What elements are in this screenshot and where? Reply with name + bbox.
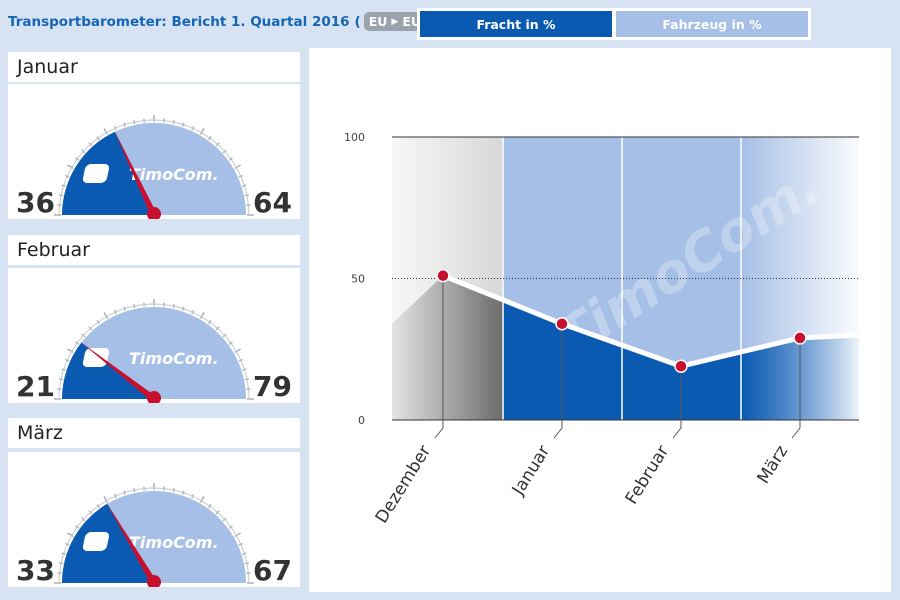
gauge-vehicle-value: 64 — [253, 186, 292, 219]
gauge-panel-januar: TimoCom. 36 64 — [8, 84, 300, 219]
gauge-januar: TimoCom. 36 64 — [16, 115, 292, 219]
gauge-needle-hub — [147, 391, 161, 403]
logo-mark-icon — [82, 532, 110, 551]
route-badge: EU ▶ EU — [363, 12, 427, 31]
logo-text: TimoCom. — [129, 533, 219, 552]
chart-area-previous — [392, 275, 503, 420]
category-leader-line — [553, 323, 563, 439]
month-label-februar: Februar — [8, 235, 300, 265]
logo-mark-icon — [82, 348, 110, 367]
gauge-maerz: TimoCom. 33 67 — [16, 483, 292, 587]
category-label: Februar — [622, 442, 674, 508]
y-tick-label: 50 — [351, 273, 365, 286]
gauge-februar: TimoCom. 21 79 — [16, 299, 292, 403]
gauge-vehicle-value: 79 — [253, 370, 292, 403]
data-point — [555, 317, 569, 331]
category-leader-line — [791, 337, 801, 439]
timocom-logo: TimoCom. — [82, 532, 219, 552]
gauge-tick — [199, 312, 205, 319]
gauge-rim — [58, 487, 250, 584]
gauge-tick — [67, 348, 74, 354]
category-label: Dezember — [372, 442, 435, 527]
gauge-freight-segment — [62, 503, 154, 583]
gauge-tick — [67, 164, 74, 170]
tab-fahrzeug[interactable]: Fahrzeug in % — [616, 11, 808, 37]
timocom-logo: TimoCom. — [82, 348, 219, 368]
gauge-panel-maerz: TimoCom. 33 67 — [8, 452, 300, 587]
gauge-vehicle-segment — [114, 123, 246, 215]
play-arrow-icon: ▶ — [391, 16, 399, 27]
title-text: Transportbarometer: Bericht 1. Quartal 2… — [8, 13, 350, 30]
gauge-tick — [67, 532, 74, 538]
gauge-tick — [234, 532, 241, 538]
y-tick-label: 0 — [358, 414, 365, 427]
gauge-tick — [103, 128, 109, 135]
gauge-needle — [113, 129, 157, 217]
gauge-needle-hub — [147, 207, 161, 219]
tab-bar: Fracht in % Fahrzeug in % — [417, 8, 811, 40]
category-label: März — [754, 442, 793, 487]
category-label: Januar — [508, 442, 554, 500]
gauge-freight-value: 36 — [16, 186, 55, 219]
logo-text: TimoCom. — [129, 165, 219, 184]
category-leader-line — [672, 366, 682, 439]
gauge-tick — [234, 348, 241, 354]
chart-panel: TimoCom. 0 50 100 Dezember Januar Februar März — [309, 48, 891, 592]
gauge-rim — [58, 119, 250, 216]
gauge-tick — [234, 164, 241, 170]
data-point — [674, 359, 688, 373]
category-leader-line — [434, 275, 444, 439]
data-point — [436, 268, 450, 283]
logo-mark-icon — [82, 164, 110, 183]
gauge-needle-hub — [147, 575, 161, 587]
gauge-needle — [79, 341, 156, 402]
gauge-vehicle-segment — [81, 307, 246, 399]
route-from: EU — [368, 14, 388, 29]
month-label-maerz: März — [8, 418, 300, 448]
gauge-tick — [103, 312, 109, 319]
y-tick-label: 100 — [344, 131, 365, 144]
gauge-panel-februar: TimoCom. 21 79 — [8, 268, 300, 403]
data-point — [793, 331, 807, 345]
logo-text: TimoCom. — [129, 349, 219, 368]
page-title: Transportbarometer: Bericht 1. Quartal 2… — [8, 12, 435, 31]
gauge-freight-value: 33 — [16, 554, 55, 587]
month-label-januar: Januar — [8, 52, 300, 82]
gauge-tick — [199, 496, 205, 503]
timocom-logo: TimoCom. — [82, 164, 219, 184]
gauge-rim — [58, 303, 250, 400]
gauge-vehicle-value: 67 — [253, 554, 292, 587]
tab-fracht[interactable]: Fracht in % — [420, 11, 612, 37]
gauge-needle — [106, 502, 157, 585]
title-paren-open: ( — [354, 13, 361, 30]
gauge-tick — [103, 496, 109, 503]
header: Transportbarometer: Bericht 1. Quartal 2… — [0, 0, 900, 48]
gauge-tick — [199, 128, 205, 135]
route-to: EU — [402, 14, 422, 29]
gauge-freight-value: 21 — [16, 370, 55, 403]
